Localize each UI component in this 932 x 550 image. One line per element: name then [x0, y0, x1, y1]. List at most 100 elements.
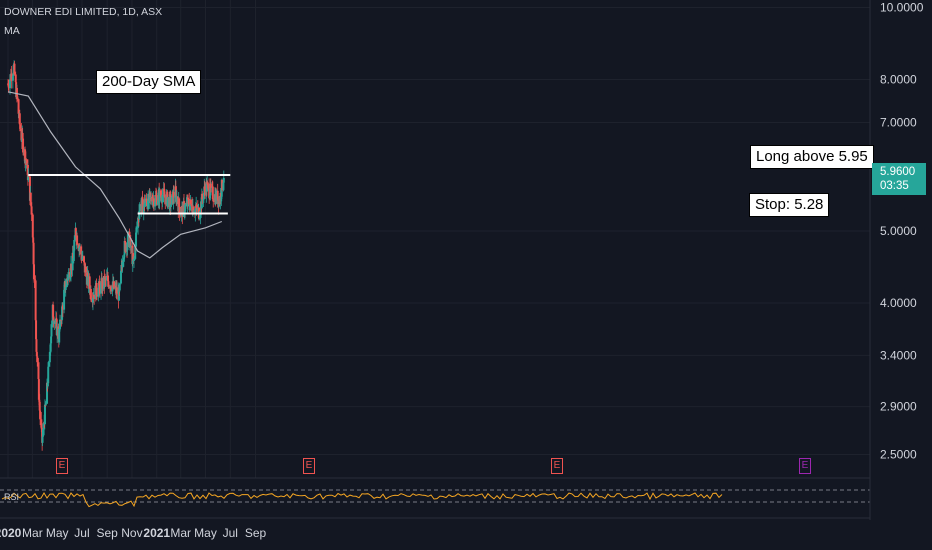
- rsi-label[interactable]: RSI: [4, 492, 20, 502]
- candle-body: [132, 258, 135, 261]
- candle-body: [97, 295, 100, 297]
- candle-body: [132, 253, 135, 260]
- candle-body: [189, 204, 192, 211]
- candle-body: [52, 317, 55, 321]
- long-annotation[interactable]: Long above 5.95: [750, 145, 874, 169]
- earnings-icon-upcoming[interactable]: E: [799, 458, 811, 474]
- time-tick-label: Nov: [121, 526, 142, 540]
- candle-body: [93, 294, 96, 299]
- candle-body: [127, 231, 130, 235]
- candle-body: [101, 280, 104, 289]
- candle-body: [124, 242, 127, 252]
- bar-countdown: 03:35: [880, 180, 909, 192]
- time-axis: 2020MarMayJulSepNov2021MarMayJulSep: [0, 517, 870, 540]
- candle-body: [44, 403, 47, 406]
- candle-body: [47, 362, 50, 367]
- candle-body: [96, 295, 99, 297]
- time-tick-label: Jul: [223, 526, 238, 540]
- candle-body: [121, 261, 124, 268]
- candle-body: [95, 283, 98, 296]
- candle-body: [28, 176, 31, 201]
- candle-body: [59, 319, 62, 329]
- candle-body: [46, 382, 49, 404]
- candle-body: [141, 197, 144, 213]
- time-tick-label: May: [46, 526, 69, 540]
- candle-body: [174, 195, 177, 198]
- candle-body: [31, 214, 34, 238]
- candle-body: [16, 96, 19, 100]
- candle-body: [22, 138, 25, 153]
- candle-body: [140, 205, 143, 211]
- candle-body: [19, 124, 22, 129]
- rsi-background: [0, 478, 870, 518]
- candle-body: [12, 73, 15, 77]
- candle-body: [69, 277, 72, 279]
- candle-body: [27, 175, 30, 181]
- candle-body: [198, 217, 201, 220]
- candle-body: [137, 218, 140, 220]
- candle-body: [158, 190, 161, 203]
- candle-body: [69, 274, 72, 278]
- candle-body: [202, 199, 205, 201]
- price-tick-label: 7.0000: [880, 116, 917, 130]
- candle-body: [120, 265, 123, 271]
- candle-body: [208, 197, 211, 199]
- candle-body: [124, 240, 127, 243]
- candle-body: [98, 285, 101, 294]
- candle-body: [37, 379, 40, 400]
- candle-body: [32, 242, 35, 265]
- candle-body: [61, 305, 64, 310]
- candle-body: [178, 206, 181, 215]
- candle-body: [150, 196, 153, 198]
- candle-body: [199, 212, 202, 218]
- candle-body: [9, 79, 12, 89]
- candle-body: [203, 186, 206, 190]
- stop-annotation[interactable]: Stop: 5.28: [749, 193, 830, 217]
- price-tick-label: 10.0000: [880, 1, 924, 15]
- earnings-icon[interactable]: E: [56, 458, 68, 474]
- candle-body: [144, 198, 147, 204]
- candle-body: [169, 204, 172, 207]
- candle-body: [67, 272, 70, 275]
- candle-body: [202, 192, 205, 200]
- indicator-label[interactable]: MA: [4, 25, 20, 37]
- time-tick-label: 2021: [143, 526, 170, 540]
- candle-body: [109, 286, 112, 290]
- candle-body: [32, 237, 35, 243]
- candle-body: [70, 263, 73, 271]
- candle-body: [80, 254, 83, 260]
- candle-body: [65, 278, 68, 287]
- candle-body: [33, 264, 36, 280]
- candle-body: [206, 183, 209, 185]
- rsi-pane: [0, 477, 870, 518]
- candle-body: [151, 196, 154, 202]
- candle-body: [15, 87, 18, 97]
- earnings-icon[interactable]: E: [551, 458, 563, 474]
- candle-body: [80, 246, 83, 255]
- candle-body: [98, 281, 101, 286]
- candle-body: [206, 183, 209, 192]
- candle-body: [208, 184, 211, 198]
- candle-body: [33, 279, 36, 281]
- candle-body: [89, 289, 92, 299]
- candle-body: [26, 164, 29, 181]
- candle-body: [113, 281, 116, 289]
- candle-body: [46, 383, 49, 387]
- candle-body: [49, 351, 52, 353]
- candle-body: [34, 280, 37, 321]
- candle-body: [40, 427, 43, 430]
- time-tick-label: Sep: [96, 526, 118, 540]
- candle-body: [163, 188, 166, 192]
- earnings-icon[interactable]: E: [303, 458, 315, 474]
- candle-body: [104, 278, 107, 281]
- sma-annotation[interactable]: 200-Day SMA: [96, 70, 202, 94]
- candle-body: [115, 287, 118, 294]
- candle-body: [178, 198, 181, 207]
- candle-body: [83, 261, 86, 264]
- candle-body: [154, 201, 157, 207]
- candle-body: [134, 244, 137, 259]
- candle-body: [155, 195, 158, 205]
- candle-body: [58, 328, 61, 343]
- price-tick-label: 4.0000: [880, 296, 917, 310]
